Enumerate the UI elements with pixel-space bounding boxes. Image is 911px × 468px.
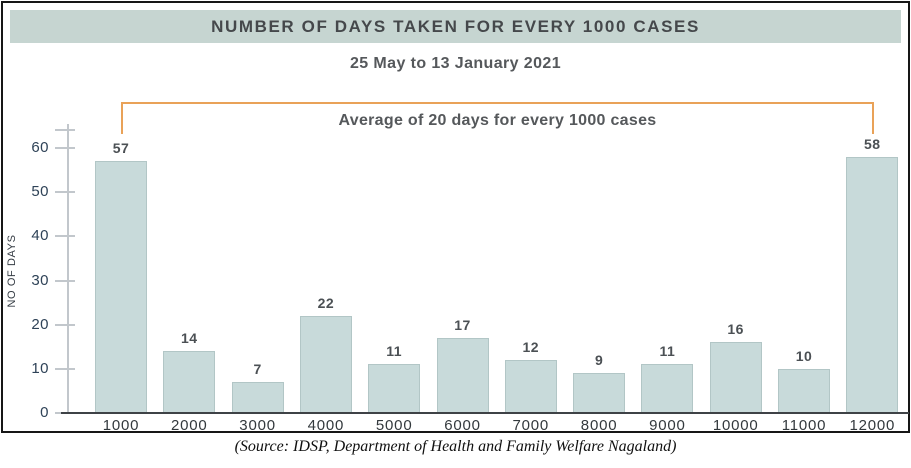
- chart-header-band: NUMBER OF DAYS TAKEN FOR EVERY 1000 CASE…: [10, 10, 901, 43]
- y-tick-label: 20: [31, 315, 49, 333]
- bar: [95, 161, 147, 413]
- average-bracket-right-leg: [872, 102, 874, 134]
- bar-value-label: 9: [594, 352, 604, 369]
- y-axis-tick: [55, 235, 75, 238]
- x-category-label: 10000: [712, 417, 759, 434]
- bar-value-label: 12: [522, 339, 540, 355]
- y-tick-label: 50: [31, 183, 49, 201]
- average-annotation-label: Average of 20 days for every 1000 cases: [338, 112, 657, 129]
- bar: [163, 351, 216, 413]
- bar-value-label: 7: [253, 361, 262, 378]
- x-category-label: 6000: [444, 417, 481, 434]
- x-category-label: 11000: [781, 417, 827, 434]
- y-axis-top-tick: [55, 129, 75, 131]
- bar-value-label: 57: [112, 140, 130, 157]
- x-category-label: 3000: [239, 417, 276, 434]
- x-axis-line: [61, 412, 909, 414]
- x-category-label: 7000: [512, 417, 550, 434]
- y-tick-label: 0: [40, 404, 49, 421]
- average-bracket-left-leg: [121, 102, 123, 134]
- y-tick-label: 40: [31, 227, 49, 245]
- bar-value-label: 16: [727, 321, 744, 338]
- bar-value-label: 17: [454, 316, 471, 333]
- y-axis-tick: [55, 323, 75, 326]
- bar: [846, 156, 899, 413]
- bar: [709, 342, 762, 413]
- bar-value-label: 58: [864, 135, 881, 152]
- bar: [299, 315, 352, 413]
- bar: [504, 360, 557, 413]
- bar: [778, 368, 830, 413]
- y-axis-tick: [55, 147, 75, 150]
- bar-value-label: 10: [795, 347, 813, 364]
- y-tick-label: 60: [31, 139, 49, 157]
- bar-value-label: 11: [659, 343, 676, 360]
- bar-value-label: 14: [181, 330, 198, 347]
- bar: [436, 337, 489, 413]
- x-category-label: 9000: [649, 417, 686, 434]
- x-category-label: 8000: [580, 417, 618, 434]
- y-axis-line: [67, 124, 69, 414]
- bar-value-label: 22: [317, 294, 335, 311]
- average-bracket-line: [121, 102, 874, 104]
- bar: [231, 382, 284, 413]
- chart-subtitle: 25 May to 13 January 2021: [349, 55, 561, 72]
- bar-value-label: 11: [386, 343, 403, 360]
- chart-title: NUMBER OF DAYS TAKEN FOR EVERY 1000 CASE…: [211, 16, 700, 36]
- x-category-label: 1000: [102, 417, 140, 434]
- bar: [641, 364, 694, 413]
- y-axis-tick: [55, 191, 75, 194]
- bar: [368, 364, 421, 413]
- x-category-label: 12000: [849, 417, 896, 434]
- y-axis-tick: [55, 279, 75, 282]
- y-tick-label: 10: [31, 359, 49, 377]
- bar: [573, 373, 626, 413]
- chart-frame: NUMBER OF DAYS TAKEN FOR EVERY 1000 CASE…: [1, 1, 910, 434]
- x-category-label: 4000: [307, 417, 345, 434]
- source-caption: (Source: IDSP, Department of Health and …: [234, 438, 677, 455]
- plot-area: Average of 20 days for every 1000 cases …: [3, 3, 909, 434]
- y-axis-tick: [55, 367, 75, 370]
- y-tick-label: 30: [31, 271, 49, 289]
- x-category-label: 5000: [375, 417, 413, 434]
- x-category-label: 2000: [171, 417, 208, 434]
